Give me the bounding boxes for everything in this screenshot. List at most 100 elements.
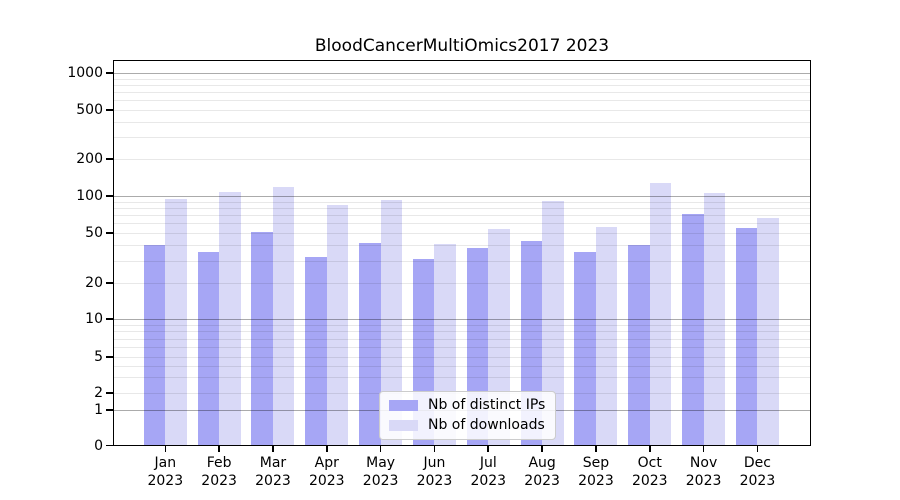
y-axis-tick [106,282,113,284]
y-tick-label: 100 [76,188,103,204]
minor-gridline [113,377,811,379]
x-tick-label: Aug 2023 [524,455,560,489]
y-axis-tick [106,392,113,394]
minor-gridline [113,207,811,209]
major-gridline [113,73,811,74]
legend-label: Nb of distinct IPs [428,397,546,413]
bar-distinct-ips-oct-2023 [628,245,650,446]
y-axis-tick [106,318,113,320]
minor-gridline [113,215,811,217]
y-tick-label: 20 [85,275,103,291]
minor-gridline [113,92,811,94]
bar-distinct-ips-feb-2023 [197,252,220,446]
bar-downloads-mar-2023 [272,187,295,446]
x-axis-tick [164,446,167,452]
bar-downloads-feb-2023 [219,192,241,446]
minor-gridline [113,233,811,234]
x-tick-label: Jan 2023 [147,455,184,489]
bar-distinct-ips-nov-2023 [682,214,704,446]
bar-downloads-jan-2023 [165,198,187,446]
minor-gridline [113,137,811,139]
bar-distinct-ips-jan-2023 [143,245,166,446]
minor-gridline [113,347,811,348]
y-axis-tick [106,356,113,358]
minor-gridline [113,331,811,333]
chart-title: BloodCancerMultiOmics2017 2023 [314,36,610,56]
minor-gridline [113,338,811,340]
x-axis-tick [756,446,759,452]
y-tick-label: 200 [76,151,103,167]
minor-gridline [113,121,811,123]
bar-downloads-sep-2023 [595,226,618,446]
x-axis-tick [541,446,543,452]
x-tick-label: Dec 2023 [739,455,776,489]
x-tick-label: Nov 2023 [685,455,722,489]
y-tick-label: 5 [94,349,103,365]
y-axis-tick [106,232,113,234]
x-axis-tick [487,446,490,452]
x-axis-tick [272,446,274,452]
minor-gridline [113,159,811,160]
distinct-ips-swatch [389,400,418,411]
minor-gridline [113,324,811,326]
y-axis-tick [106,109,113,111]
x-axis-tick [595,446,597,452]
y-tick-label: 50 [85,225,103,241]
bar-distinct-ips-sep-2023 [574,252,596,446]
y-tick-label: 1000 [67,65,103,81]
x-tick-label: Feb 2023 [201,455,237,489]
minor-gridline [113,223,811,225]
bar-distinct-ips-mar-2023 [251,231,273,446]
minor-gridline [113,110,811,111]
x-axis-tick [218,446,220,452]
minor-gridline [113,201,811,203]
major-gridline [113,196,811,197]
bar-downloads-oct-2023 [649,182,672,446]
x-tick-label: Mar 2023 [255,455,291,489]
x-tick-label: May 2023 [362,455,399,489]
bar-distinct-ips-dec-2023 [735,227,758,446]
minor-gridline [113,365,811,367]
bar-downloads-apr-2023 [326,204,349,446]
x-axis-tick [325,446,328,452]
minor-gridline [113,245,811,247]
legend-box: Nb of distinct IPs Nb of downloads [379,391,557,440]
bar-downloads-dec-2023 [757,218,779,446]
x-tick-label: Jul 2023 [470,455,507,489]
bar-downloads-may-2023 [380,199,403,446]
x-tick-label: Sep 2023 [578,455,614,489]
legend-item: Nb of distinct IPs [389,398,545,413]
y-axis-tick [106,409,113,411]
legend-label: Nb of downloads [428,417,545,433]
y-tick-label: 1 [94,402,103,418]
y-axis-tick [106,444,113,447]
minor-gridline [113,260,811,262]
major-gridline [113,319,811,320]
x-tick-label: Oct 2023 [631,455,668,489]
x-axis-tick [433,446,436,452]
bar-downloads-nov-2023 [703,192,726,446]
y-axis-tick [106,72,113,74]
x-axis-tick [379,446,382,452]
minor-gridline [113,78,811,80]
y-axis-tick [106,158,113,160]
x-tick-label: Jun 2023 [416,455,453,489]
bar-distinct-ips-may-2023 [359,242,381,446]
bar-downloads-aug-2023 [542,201,564,446]
minor-gridline [113,100,811,102]
x-axis-tick [702,446,705,452]
bar-distinct-ips-apr-2023 [305,257,327,446]
minor-gridline [113,357,811,358]
legend-item: Nb of downloads [389,418,545,433]
x-tick-label: Apr 2023 [308,455,345,489]
y-tick-label: 10 [85,311,103,327]
y-tick-label: 2 [94,385,103,401]
downloads-swatch [389,420,418,431]
y-axis-tick [106,195,113,197]
plot-area: Jan 2023 Feb 2023 Mar 2023 Apr 2023 May 2023… [67,60,811,489]
minor-gridline [113,84,811,86]
minor-gridline [113,283,811,284]
y-tick-label: 0 [94,437,103,454]
x-axis-tick [648,446,651,452]
